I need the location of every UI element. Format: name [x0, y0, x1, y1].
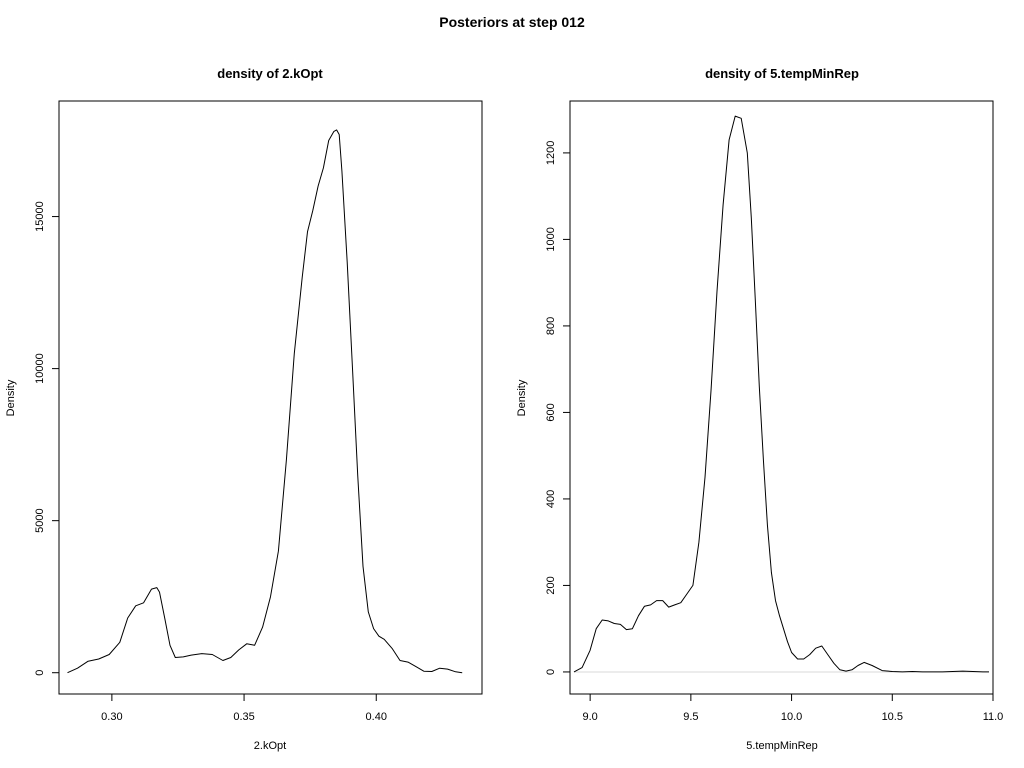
y-tick-label-kopt: 5000: [34, 508, 46, 532]
density-curve-tempminrep: [573, 115, 989, 673]
y-tick-label-tempminrep: 1000: [545, 227, 557, 251]
y-tick-label-kopt: 15000: [34, 201, 46, 232]
y-tick-label-tempminrep: 1200: [545, 141, 557, 165]
y-tick-label-tempminrep: 800: [545, 317, 557, 335]
x-axis-label-kopt: 2.kOpt: [254, 740, 286, 752]
panel-kopt: density of 2.kOpt 2.kOpt Density 0.30 0.3…: [5, 66, 483, 752]
y-tick-label-tempminrep: 600: [545, 403, 557, 421]
y-tick-label-tempminrep: 0: [545, 669, 557, 675]
y-axis-label-tempminrep: Density: [516, 379, 528, 416]
plot-frame-tempminrep: [569, 100, 994, 695]
y-tick-label-tempminrep: 400: [545, 490, 557, 508]
x-tick-label-tempminrep: 11.0: [983, 711, 1004, 723]
x-tick-label-kopt: 0.40: [366, 711, 387, 723]
x-tick-label-tempminrep: 9.0: [582, 711, 597, 723]
y-axis-label-kopt: Density: [5, 379, 17, 416]
x-tick-label-kopt: 0.30: [101, 711, 122, 723]
x-tick-label-tempminrep: 10.0: [781, 711, 802, 723]
x-axis-label-tempminrep: 5.tempMinRep: [746, 740, 818, 752]
y-tick-label-tempminrep: 200: [545, 576, 557, 594]
x-tick-label-kopt: 0.35: [233, 711, 254, 723]
x-tick-label-tempminrep: 10.5: [882, 711, 903, 723]
x-tick-label-tempminrep: 9.5: [683, 711, 698, 723]
plot-title-tempminrep: density of 5.tempMinRep: [705, 66, 859, 81]
main-title: Posteriors at step 012: [439, 14, 585, 30]
y-tick-label-kopt: 0: [34, 670, 46, 676]
y-tick-label-kopt: 10000: [34, 353, 46, 384]
plot-title-kopt: density of 2.kOpt: [217, 66, 323, 81]
density-curve-kopt: [67, 129, 463, 674]
panel-tempminrep: density of 5.tempMinRep 5.tempMinRep Den…: [516, 66, 1003, 752]
plot-frame-kopt: [58, 100, 483, 695]
